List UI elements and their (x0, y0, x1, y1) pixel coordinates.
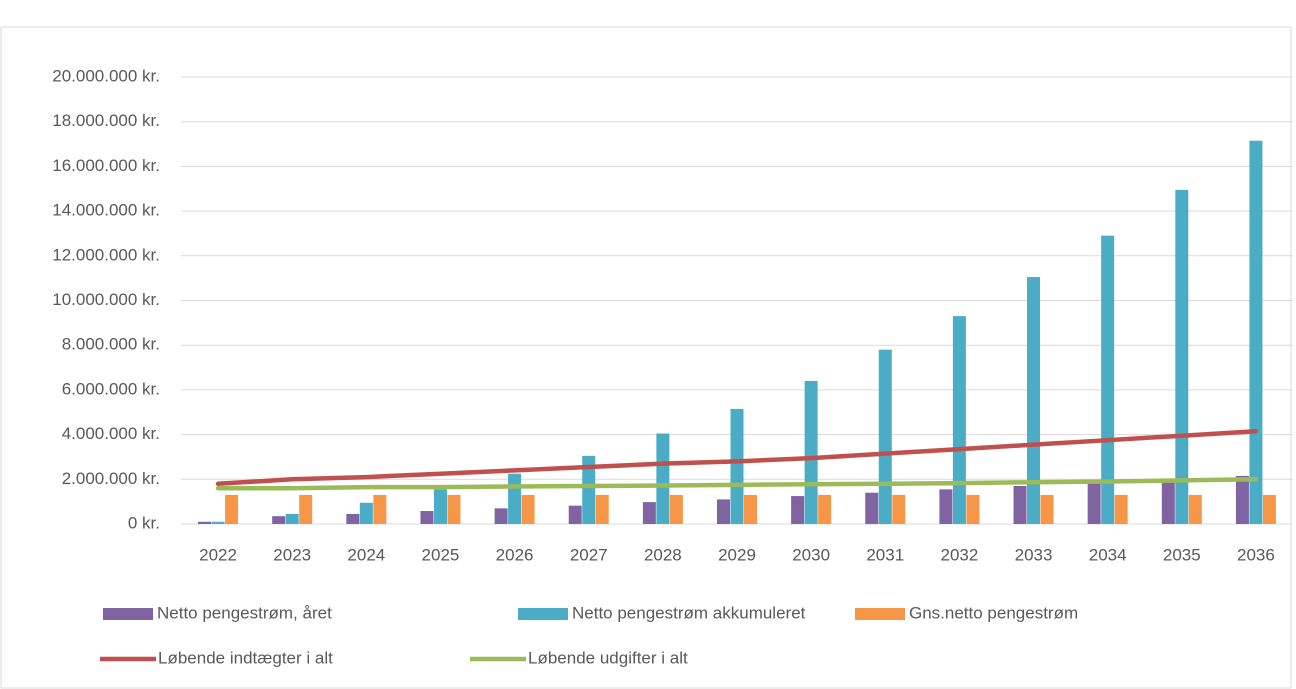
line-series (215, 477, 1259, 491)
bar (966, 494, 980, 524)
bar (1114, 494, 1128, 524)
bar (508, 473, 522, 524)
bar (656, 433, 670, 524)
x-tick-label: 2029 (718, 545, 756, 564)
bar (865, 492, 879, 524)
x-tick-label: 2022 (199, 545, 237, 564)
y-tick-label: 10.000.000 kr. (52, 290, 160, 309)
bar (1101, 235, 1115, 524)
x-tick-label: 2030 (792, 545, 830, 564)
bar (521, 494, 535, 524)
bar (494, 508, 508, 524)
x-tick-label: 2031 (866, 545, 904, 564)
y-tick-label: 20.000.000 kr. (52, 66, 160, 85)
bar (1161, 480, 1175, 524)
bar (744, 494, 757, 524)
bar (878, 349, 892, 524)
legend-label: Løbende udgifter i alt (528, 648, 688, 667)
bar (791, 496, 805, 524)
bar (1087, 482, 1101, 524)
bar (225, 494, 239, 524)
bar (198, 521, 212, 524)
x-tick-label: 2032 (940, 545, 978, 564)
bar (568, 505, 582, 524)
line-series (215, 428, 1259, 487)
x-tick-label: 2023 (273, 545, 311, 564)
x-tick-label: 2036 (1237, 545, 1275, 564)
y-tick-label: 18.000.000 kr. (52, 111, 160, 130)
bar (1188, 494, 1202, 524)
legend-swatch (518, 608, 568, 620)
x-tick-label: 2033 (1015, 545, 1053, 564)
bar (272, 516, 286, 524)
y-tick-label: 6.000.000 kr. (62, 379, 160, 398)
y-tick-label: 8.000.000 kr. (62, 335, 160, 354)
x-tick-label: 2027 (570, 545, 608, 564)
bar (669, 494, 683, 524)
bar (299, 494, 313, 524)
x-tick-label: 2025 (422, 545, 460, 564)
bar (582, 455, 596, 524)
chart-frame (0, 26, 1292, 689)
bar (1027, 277, 1041, 524)
bar (285, 513, 299, 524)
bar (595, 494, 609, 524)
bar (1235, 475, 1249, 524)
bar (346, 513, 360, 524)
bar (211, 521, 225, 524)
bar (818, 494, 832, 524)
x-tick-label: 2026 (496, 545, 534, 564)
bar (1249, 140, 1263, 524)
bar (1040, 494, 1054, 524)
bar (892, 494, 906, 524)
bar (433, 489, 447, 524)
bar (373, 494, 387, 524)
bar (420, 511, 434, 524)
legend-label: Netto pengestrøm, året (157, 603, 332, 622)
bar (952, 316, 966, 524)
y-tick-label: 16.000.000 kr. (52, 156, 160, 175)
bar (717, 499, 730, 524)
legend-label: Gns.netto pengestrøm (909, 603, 1078, 622)
bar (1175, 189, 1189, 524)
bar (730, 408, 744, 524)
x-tick-label: 2024 (347, 545, 385, 564)
bar (447, 494, 461, 524)
bar (939, 489, 953, 524)
bar (359, 502, 373, 524)
y-tick-label: 4.000.000 kr. (62, 424, 160, 443)
y-tick-label: 2.000.000 kr. (62, 469, 160, 488)
bar (642, 502, 656, 524)
x-tick-label: 2034 (1089, 545, 1127, 564)
x-tick-label: 2028 (644, 545, 682, 564)
bar (1262, 494, 1276, 524)
legend-swatch (103, 608, 153, 620)
y-tick-label: 12.000.000 kr. (52, 245, 160, 264)
bar (1013, 486, 1027, 524)
bar (804, 380, 818, 524)
y-tick-label: 14.000.000 kr. (52, 201, 160, 220)
legend-swatch (855, 608, 905, 620)
legend-label: Netto pengestrøm akkumuleret (572, 603, 806, 622)
x-tick-label: 2035 (1163, 545, 1201, 564)
y-tick-label: 0 kr. (128, 513, 160, 532)
legend-label: Løbende indtægter i alt (158, 648, 333, 667)
